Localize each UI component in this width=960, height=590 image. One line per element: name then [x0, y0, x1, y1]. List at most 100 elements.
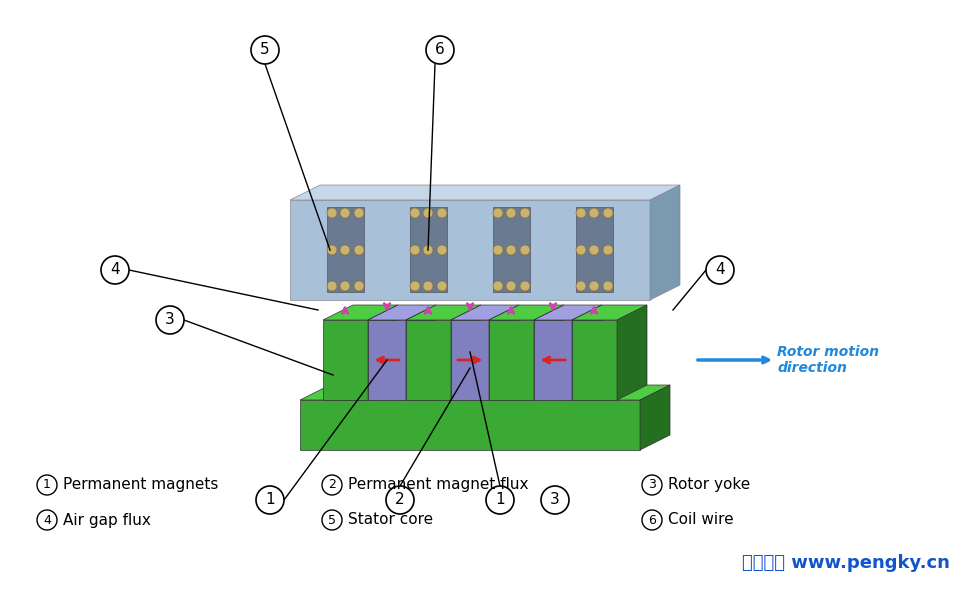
Circle shape [437, 245, 447, 255]
Text: Coil wire: Coil wire [668, 513, 733, 527]
Polygon shape [406, 305, 481, 320]
Text: 鹏茬科艺 www.pengky.cn: 鹏茬科艺 www.pengky.cn [742, 554, 950, 572]
Polygon shape [368, 305, 398, 400]
Circle shape [423, 245, 433, 255]
Polygon shape [534, 305, 564, 400]
Polygon shape [323, 305, 398, 320]
Circle shape [101, 256, 129, 284]
Text: Permanent magnets: Permanent magnets [63, 477, 218, 493]
Text: 3: 3 [648, 478, 656, 491]
Circle shape [576, 245, 586, 255]
Polygon shape [368, 305, 436, 320]
Circle shape [156, 306, 184, 334]
Bar [327, 207, 364, 292]
Text: 1: 1 [495, 493, 505, 507]
Text: 1: 1 [265, 493, 275, 507]
Text: 2: 2 [328, 478, 336, 491]
Text: 6: 6 [435, 42, 444, 57]
Text: 3: 3 [550, 493, 560, 507]
Circle shape [506, 208, 516, 218]
Circle shape [354, 208, 364, 218]
Circle shape [37, 475, 57, 495]
Circle shape [256, 486, 284, 514]
Polygon shape [489, 320, 534, 400]
Polygon shape [572, 305, 602, 400]
Polygon shape [489, 305, 519, 400]
Text: 4: 4 [110, 263, 120, 277]
Polygon shape [290, 200, 650, 300]
Bar [576, 207, 613, 292]
Polygon shape [617, 305, 647, 400]
Polygon shape [290, 185, 680, 200]
Circle shape [410, 245, 420, 255]
Polygon shape [323, 320, 368, 400]
Circle shape [706, 256, 734, 284]
Circle shape [426, 36, 454, 64]
Polygon shape [368, 320, 406, 400]
Circle shape [340, 208, 350, 218]
Circle shape [520, 208, 530, 218]
Circle shape [576, 281, 586, 291]
Polygon shape [534, 305, 602, 320]
Text: 5: 5 [260, 42, 270, 57]
Circle shape [493, 245, 503, 255]
Circle shape [603, 281, 613, 291]
Circle shape [410, 208, 420, 218]
Polygon shape [406, 305, 436, 400]
Text: 1: 1 [43, 478, 51, 491]
Text: Rotor yoke: Rotor yoke [668, 477, 751, 493]
Circle shape [541, 486, 569, 514]
Circle shape [520, 281, 530, 291]
Polygon shape [300, 385, 670, 400]
Circle shape [486, 486, 514, 514]
Circle shape [423, 281, 433, 291]
Circle shape [493, 208, 503, 218]
Circle shape [589, 281, 599, 291]
Text: Rotor motion
direction: Rotor motion direction [777, 345, 879, 375]
Polygon shape [572, 320, 617, 400]
Circle shape [603, 245, 613, 255]
Circle shape [506, 281, 516, 291]
Polygon shape [451, 320, 489, 400]
Text: 5: 5 [328, 513, 336, 526]
Text: Stator core: Stator core [348, 513, 433, 527]
Circle shape [506, 245, 516, 255]
Circle shape [423, 208, 433, 218]
Circle shape [251, 36, 279, 64]
Circle shape [327, 245, 337, 255]
Circle shape [642, 475, 662, 495]
Circle shape [603, 208, 613, 218]
Circle shape [437, 281, 447, 291]
Circle shape [493, 281, 503, 291]
Bar [493, 207, 530, 292]
Circle shape [576, 208, 586, 218]
Text: 3: 3 [165, 313, 175, 327]
Bar [410, 207, 447, 292]
Polygon shape [640, 385, 670, 450]
Circle shape [589, 245, 599, 255]
Circle shape [354, 245, 364, 255]
Circle shape [322, 510, 342, 530]
Circle shape [520, 245, 530, 255]
Polygon shape [572, 305, 647, 320]
Circle shape [322, 475, 342, 495]
Circle shape [410, 281, 420, 291]
Polygon shape [406, 320, 451, 400]
Text: Permanent magnet flux: Permanent magnet flux [348, 477, 529, 493]
Circle shape [354, 281, 364, 291]
Circle shape [386, 486, 414, 514]
Text: Air gap flux: Air gap flux [63, 513, 151, 527]
Polygon shape [650, 185, 680, 300]
Text: 6: 6 [648, 513, 656, 526]
Circle shape [37, 510, 57, 530]
Polygon shape [534, 320, 572, 400]
Circle shape [437, 208, 447, 218]
Text: 2: 2 [396, 493, 405, 507]
Text: 4: 4 [43, 513, 51, 526]
Polygon shape [451, 305, 481, 400]
Circle shape [327, 208, 337, 218]
Polygon shape [489, 305, 564, 320]
Circle shape [642, 510, 662, 530]
Polygon shape [451, 305, 519, 320]
Circle shape [589, 208, 599, 218]
